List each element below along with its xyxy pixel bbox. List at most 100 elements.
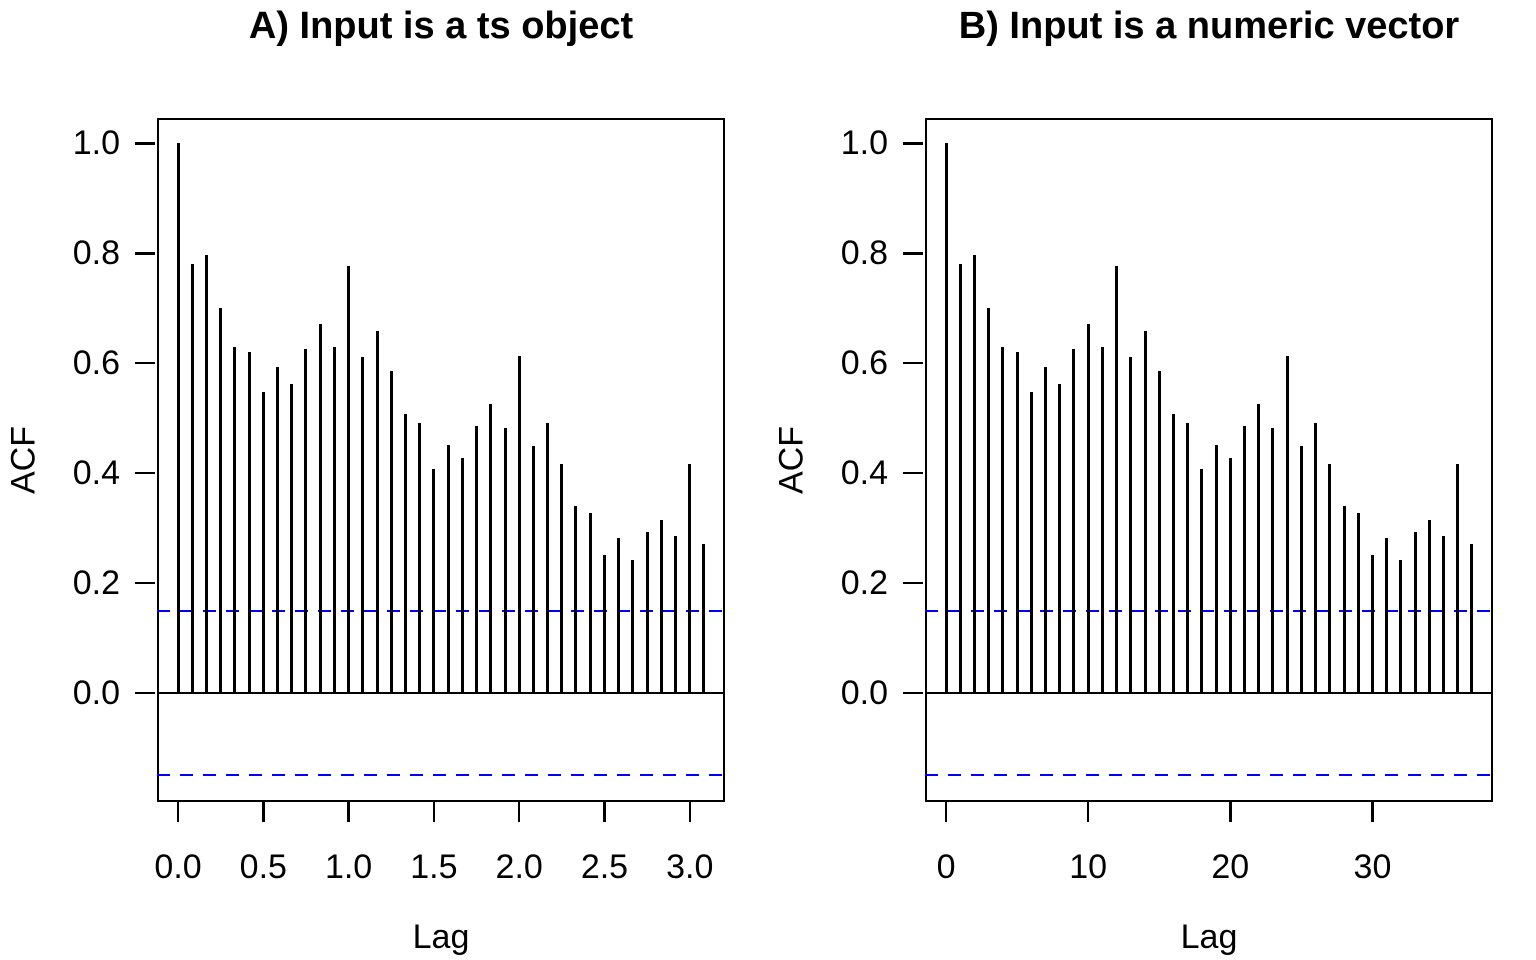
acf-bar	[517, 355, 521, 694]
acf-bar	[1086, 323, 1090, 694]
acf-bar	[432, 468, 436, 694]
y-axis-tick	[134, 252, 155, 255]
y-axis-tick	[902, 581, 923, 585]
acf-bar	[1058, 384, 1062, 694]
acf-bar	[1257, 404, 1261, 694]
x-axis-tick-label: 1.0	[324, 848, 373, 886]
acf-bar	[375, 331, 379, 694]
acf-bar	[1243, 425, 1247, 694]
acf-bar	[659, 520, 663, 694]
panel-b-y-axis-title: ACF	[772, 426, 811, 494]
acf-bar	[1385, 537, 1389, 694]
acf-bar	[972, 255, 976, 694]
x-axis-tick-label: 0.5	[239, 848, 287, 886]
x-axis-tick-label: 2.5	[580, 848, 629, 886]
acf-bar	[1115, 266, 1119, 694]
acf-bar	[176, 143, 180, 694]
acf-bar	[617, 537, 621, 694]
acf-bar	[446, 444, 450, 694]
acf-bar	[702, 543, 706, 694]
y-axis-tick	[134, 581, 155, 585]
x-axis-tick-label: 1.5	[410, 848, 458, 886]
acf-bar	[1370, 554, 1374, 694]
acf-bar	[1200, 468, 1204, 694]
acf-bar	[958, 263, 962, 694]
x-axis-tick	[603, 802, 606, 822]
y-axis-tick-label: 0.8	[72, 234, 120, 273]
acf-bar	[1214, 444, 1218, 694]
acf-bar	[1314, 422, 1318, 694]
upper-confidence-line	[157, 609, 725, 613]
upper-confidence-line	[925, 609, 1493, 613]
acf-bar	[205, 255, 209, 694]
acf-bar	[475, 425, 479, 694]
zero-axis-line	[925, 691, 1493, 695]
y-axis-tick	[134, 691, 155, 695]
y-axis-tick	[134, 471, 155, 475]
acf-bar	[560, 463, 564, 694]
panel-a-title: A) Input is a ts object	[248, 5, 634, 47]
acf-bar	[1413, 532, 1417, 694]
panel-b-plot-area: 0.0 0.2 0.4 0.6 0.8 1.0 0 10 20 30	[841, 118, 1493, 886]
acf-bar	[261, 392, 265, 694]
acf-bar	[275, 367, 279, 694]
x-axis-tick-label: 0	[936, 848, 956, 886]
acf-bar	[190, 263, 194, 694]
y-axis-tick	[902, 361, 923, 365]
acf-bar	[1186, 422, 1190, 694]
x-axis-tick	[944, 802, 948, 822]
acf-bar	[290, 384, 294, 694]
acf-bar	[1342, 505, 1346, 694]
acf-bar	[1100, 346, 1104, 694]
acf-bar	[588, 512, 592, 694]
y-axis-tick	[902, 252, 923, 255]
acf-bar	[1129, 356, 1133, 694]
y-axis-tick-label: 0.2	[72, 564, 120, 603]
zero-axis-line	[157, 691, 725, 695]
acf-bar	[318, 323, 322, 694]
acf-bar	[631, 559, 635, 694]
panel-a-plot-area: 0.0 0.2 0.4 0.6 0.8 1.0 0.0 0.5 1.0 1.5 2.0 2.5 3.0	[73, 118, 725, 886]
y-axis-tick	[902, 142, 923, 145]
acf-bar	[1015, 351, 1019, 694]
x-axis-tick	[1371, 802, 1374, 822]
x-axis-tick	[688, 802, 691, 822]
acf-bar	[503, 428, 507, 694]
y-axis-tick-label: 0.2	[840, 564, 888, 603]
acf-bar	[233, 347, 237, 694]
y-axis-tick	[902, 691, 923, 695]
acf-bar	[1356, 512, 1360, 694]
acf-bar	[1171, 413, 1175, 694]
x-axis-tick-label: 0.0	[154, 848, 202, 886]
acf-bar	[403, 413, 407, 694]
x-axis-tick-label: 10	[1069, 848, 1108, 886]
acf-bar	[546, 422, 550, 694]
lower-confidence-line	[157, 773, 725, 777]
acf-bar	[1001, 347, 1005, 694]
panel-b-x-axis-title: Lag	[1180, 918, 1238, 956]
x-axis-tick-label: 20	[1211, 848, 1250, 886]
x-axis-tick-label: 3.0	[666, 848, 714, 886]
y-axis-tick-label: 0.0	[840, 674, 888, 713]
acf-bar	[645, 532, 649, 694]
acf-bar	[489, 404, 493, 694]
panel-numeric-vector: B) Input is a numeric vector ACF 0.0 0.2 0…	[768, 0, 1536, 960]
acf-bar	[1157, 370, 1161, 694]
panel-ts-object: A) Input is a ts object ACF 0.0 0.2 0.4 0.6…	[4, 5, 725, 956]
y-axis-tick-label: 0.4	[72, 454, 120, 493]
acf-bar	[460, 458, 464, 694]
acf-bar	[987, 307, 991, 694]
y-axis-tick	[134, 361, 155, 365]
acf-bar	[418, 422, 422, 694]
lower-confidence-line	[925, 773, 1493, 777]
acf-bar	[389, 370, 393, 694]
x-axis-tick-label: 2.0	[495, 848, 543, 886]
acf-bar	[1044, 367, 1048, 694]
acf-bar	[332, 346, 336, 694]
x-axis-tick	[432, 802, 436, 822]
y-axis-tick-label: 1.0	[72, 124, 120, 163]
panel-a-y-axis-title: ACF	[4, 426, 43, 494]
acf-bar	[1299, 446, 1303, 694]
x-axis-tick	[347, 802, 350, 822]
acf-bar	[531, 446, 535, 694]
